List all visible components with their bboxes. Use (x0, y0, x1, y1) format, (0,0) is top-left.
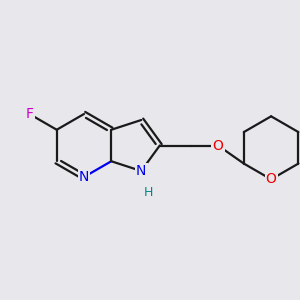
Text: H: H (143, 186, 153, 199)
Text: O: O (213, 139, 224, 152)
Text: O: O (266, 172, 277, 186)
Text: N: N (79, 170, 89, 184)
Text: N: N (136, 164, 146, 178)
Text: F: F (26, 107, 33, 121)
